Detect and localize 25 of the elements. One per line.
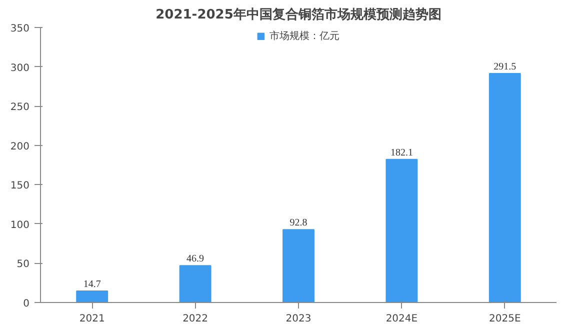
y-tick-label: 150 [10, 180, 30, 192]
y-tick-label: 300 [10, 62, 30, 74]
bar [76, 290, 108, 302]
bar [282, 229, 314, 302]
data-label: 291.5 [494, 61, 516, 72]
y-tick-label: 50 [16, 259, 30, 270]
data-label: 92.8 [290, 218, 308, 229]
bar [179, 265, 212, 302]
data-label: 46.9 [186, 254, 204, 265]
x-tick-label: 2023 [286, 314, 312, 324]
legend-label: 市场规模：亿元 [270, 30, 340, 43]
x-tick-label: 2022 [182, 314, 208, 324]
y-tick-label: 0 [23, 298, 30, 310]
x-tick-label: 2025E [489, 314, 521, 324]
bar [488, 72, 521, 302]
chart-title: 2021-2025年中国复合铜箔市场规模预测趋势图 [156, 6, 442, 22]
y-tick-label: 250 [10, 102, 30, 114]
y-tick-label: 100 [10, 220, 30, 231]
data-label: 14.7 [83, 278, 101, 290]
y-tick-label: 200 [10, 141, 30, 152]
x-tick-label: 2024E [386, 314, 418, 324]
bar [386, 158, 418, 302]
data-label: 182.1 [390, 147, 413, 158]
y-tick-label: 350 [10, 24, 30, 34]
x-tick-label: 2021 [79, 314, 105, 324]
